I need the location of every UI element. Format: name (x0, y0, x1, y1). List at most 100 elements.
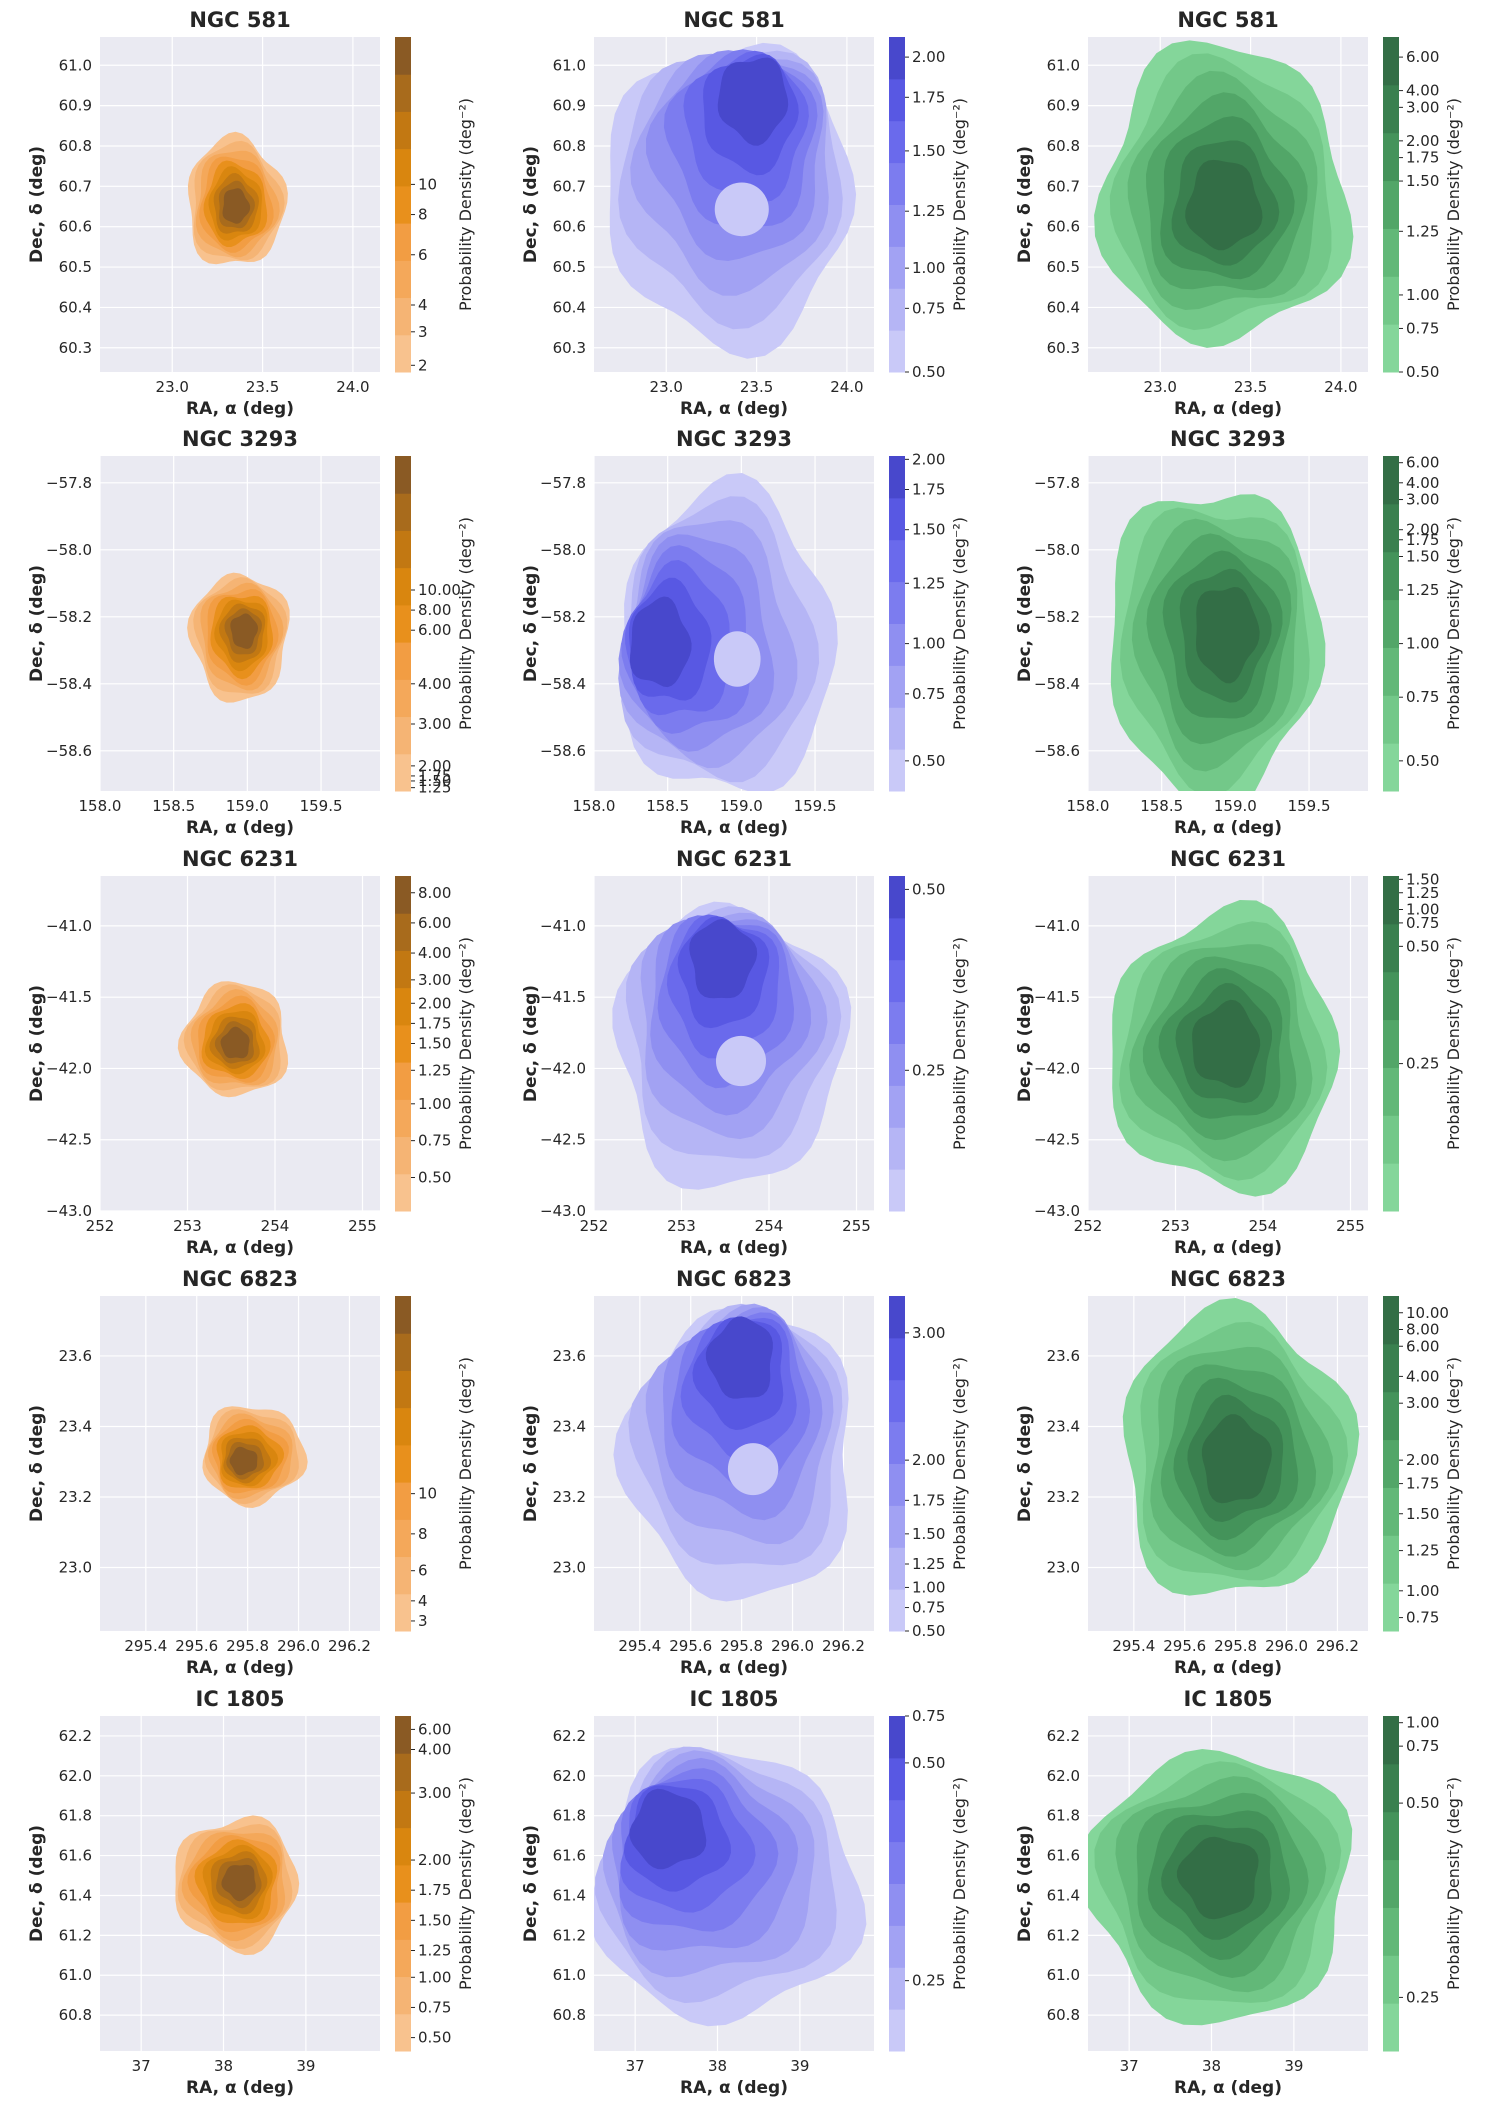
colorbar-tick-label: 1.75 (912, 1491, 945, 1509)
colorbar-tick-label: 1.00 (418, 1968, 451, 1986)
colorbar-band (1383, 456, 1399, 505)
x-tick-label: 38 (214, 2057, 233, 2075)
colorbar-band (1383, 1439, 1399, 1488)
colorbar-band (889, 1463, 905, 1506)
contour-level (220, 1026, 250, 1059)
x-tick-label: 295.4 (124, 1637, 167, 1655)
colorbar-tick-label: 6.00 (1406, 1337, 1439, 1355)
colorbar-band (889, 2009, 905, 2052)
x-axis-label: RA, α (deg) (680, 1238, 788, 1258)
x-tick-label: 253 (667, 1217, 696, 1235)
x-axis-label: RA, α (deg) (186, 2078, 294, 2098)
colorbar-tick-label: 0.75 (418, 1998, 451, 2016)
x-tick-label: 158.0 (573, 797, 616, 815)
y-tick-label: −43.0 (46, 1202, 92, 1220)
y-tick-label: −58.2 (540, 608, 586, 626)
colorbar-tick-label: 1.00 (418, 1095, 451, 1113)
y-tick-label: 60.6 (59, 218, 92, 236)
colorbar-tick-label: 3 (418, 323, 428, 341)
colorbar-tick-label: 0.75 (912, 685, 945, 703)
colorbar-tick-label: 1.75 (418, 1881, 451, 1899)
y-axis-label: Dec, δ (deg) (521, 985, 541, 1102)
colorbar-band (1383, 324, 1399, 373)
chart-title: NGC 3293 (1170, 427, 1286, 451)
contour-hole (714, 182, 769, 237)
x-tick-label: 158.0 (79, 797, 122, 815)
x-tick-label: 24.0 (830, 378, 863, 396)
colorbar-tick-label: 6 (418, 1562, 428, 1580)
y-tick-label: −58.0 (46, 541, 92, 559)
x-tick-label: 296.0 (277, 1637, 320, 1655)
colorbar-tick-label: 1.50 (912, 521, 945, 539)
y-tick-label: −57.8 (46, 474, 92, 492)
colorbar-tick-label: 0.50 (912, 1754, 945, 1772)
colorbar-tick-label: 0.75 (1406, 688, 1439, 706)
x-tick-label: 23.0 (1144, 378, 1177, 396)
colorbar-tick-label: 0.25 (1406, 1055, 1439, 1073)
chart-panel: 158.0 158.5 159.0 159.5 −58.6 −58.4 −58.2 −58.0… (27, 427, 475, 838)
colorbar-label: Probability Density (deg⁻²) (950, 517, 969, 730)
colorbar-tick-label: 0.75 (1406, 1609, 1439, 1627)
colorbar-label: Probability Density (deg⁻²) (456, 1777, 475, 1990)
y-tick-label: 23.4 (1047, 1417, 1080, 1435)
density-contours (202, 1406, 308, 1508)
density-contours (187, 572, 290, 703)
density-contours (175, 1815, 300, 1956)
x-tick-label: 252 (580, 1217, 609, 1235)
x-axis-label: RA, α (deg) (186, 1658, 294, 1678)
chart-title: NGC 6231 (1170, 847, 1286, 871)
chart-title: NGC 3293 (182, 427, 298, 451)
colorbar-band (889, 1967, 905, 2010)
colorbar-band (395, 1173, 411, 1212)
chart-title: NGC 581 (189, 8, 290, 32)
y-tick-label: 60.8 (553, 137, 586, 155)
colorbar-tick-label: 10 (418, 175, 437, 193)
colorbar-band (395, 1716, 411, 1754)
x-axis-label: RA, α (deg) (186, 399, 294, 419)
colorbar-tick-label: 1.50 (912, 1525, 945, 1543)
chart-title: NGC 581 (683, 8, 784, 32)
colorbar-band (889, 1925, 905, 1968)
x-tick-label: 295.6 (1163, 1637, 1206, 1655)
colorbar-band (889, 1001, 905, 1044)
y-tick-label: 61.2 (553, 1926, 586, 1944)
colorbar-band (1383, 132, 1399, 182)
x-tick-label: 295.4 (1112, 1637, 1155, 1655)
colorbar-band (1383, 1487, 1399, 1536)
y-tick-label: 61.0 (1047, 56, 1080, 74)
x-tick-label: 296.2 (328, 1637, 371, 1655)
y-tick-label: 61.2 (59, 1926, 92, 1944)
density-contours (1122, 1298, 1360, 1596)
chart-panel: 23.0 23.5 24.0 60.3 60.4 60.5 60.6 60.7 60.8 60.9… (1015, 8, 1463, 419)
colorbar-band (889, 1379, 905, 1423)
colorbar-tick-label: 1.00 (1406, 635, 1439, 653)
colorbar-band (395, 456, 411, 494)
colorbar-tick-label: 1.50 (1406, 548, 1439, 566)
colorbar-tick-label: 3.00 (1406, 1394, 1439, 1412)
chart-title: NGC 3293 (676, 427, 792, 451)
y-tick-label: −41.5 (540, 988, 586, 1006)
density-contours (1112, 900, 1341, 1197)
colorbar-tick-label: 1.75 (912, 88, 945, 106)
colorbar-band (395, 1333, 411, 1371)
contour-level (230, 613, 258, 649)
colorbar-band (395, 1519, 411, 1558)
colorbar-tick-label: 3.00 (1406, 491, 1439, 509)
colorbar-band (889, 1841, 905, 1884)
x-tick-label: 295.8 (1214, 1637, 1257, 1655)
chart-panel: 252 253 254 255 −43.0 −42.5 −42.0 −41.5 −41.0 NGC… (1015, 847, 1463, 1258)
colorbar-tick-label: 4.00 (418, 944, 451, 962)
colorbar-tick-label: 4.00 (1406, 82, 1439, 100)
colorbar-band (1383, 276, 1399, 325)
y-tick-label: 61.4 (59, 1886, 92, 1904)
contour-hole (727, 1443, 779, 1496)
colorbar-label: Probability Density (deg⁻²) (456, 1357, 475, 1570)
colorbar-tick-label: 2.00 (1406, 1451, 1439, 1469)
x-axis-label: RA, α (deg) (186, 1238, 294, 1258)
x-tick-label: 295.8 (720, 1637, 763, 1655)
y-axis-label: Dec, δ (deg) (1015, 1825, 1035, 1942)
x-tick-label: 24.0 (1324, 378, 1357, 396)
colorbar-band (1383, 1716, 1399, 1765)
chart-panel: 158.0 158.5 159.0 159.5 −58.6 −58.4 −58.2 −58.0… (521, 427, 969, 838)
